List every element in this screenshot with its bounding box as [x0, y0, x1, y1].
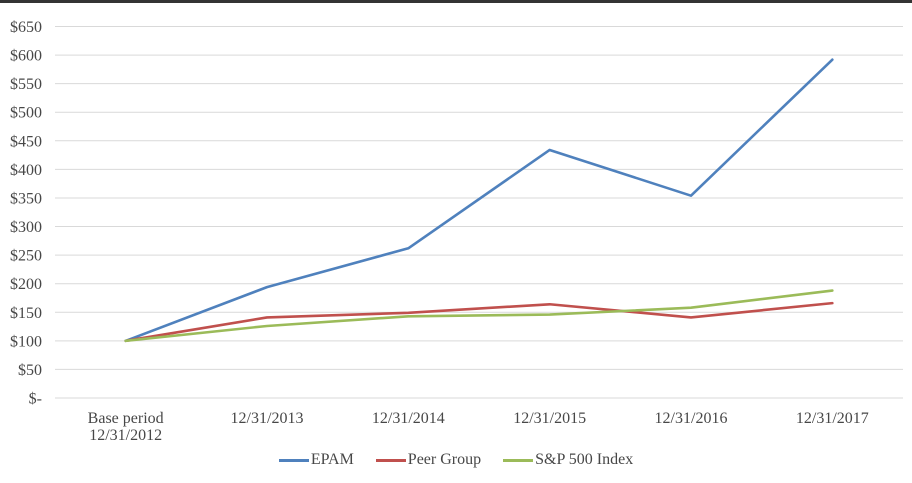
y-tick-label: $650	[10, 19, 42, 36]
series-line-peer-group	[124, 301, 834, 343]
legend-line-swatch	[278, 458, 309, 462]
x-tick-label: 12/31/2016	[655, 410, 728, 427]
x-tick-label: Base period	[88, 410, 164, 427]
x-tick-label: 12/31/2012	[89, 427, 162, 444]
y-tick-label: $50	[18, 362, 42, 379]
series-line-s-p-500-index	[124, 289, 834, 343]
y-tick-label: $450	[10, 133, 42, 150]
y-tick-label: $250	[10, 248, 42, 265]
y-tick-label: $300	[10, 219, 42, 236]
chart-legend: EPAM Peer Group S&P 500 Index	[0, 452, 912, 468]
y-tick-label: $150	[10, 305, 42, 322]
top-border	[0, 0, 912, 3]
y-tick-label: $100	[10, 333, 42, 350]
legend-label: S&P 500 Index	[535, 451, 634, 468]
legend-item-peer-group: Peer Group	[375, 451, 482, 468]
stock-performance-chart: $- $50 $100 $150 $200 $250 $300 $350 $400 $450 $50…	[10, 19, 903, 444]
series-line-epam	[124, 58, 834, 343]
legend-label: EPAM	[310, 451, 354, 468]
y-tick-label: $500	[10, 105, 42, 122]
x-tick-label: 12/31/2017	[796, 410, 869, 427]
y-tick-label: $600	[10, 48, 42, 65]
y-tick-label: $550	[10, 76, 42, 93]
legend-item-s-p-500-index: S&P 500 Index	[503, 452, 633, 468]
legend-line-swatch	[375, 458, 406, 462]
y-tick-label: $-	[29, 391, 42, 408]
y-tick-label: $350	[10, 190, 42, 207]
legend-line-swatch	[503, 458, 534, 462]
y-tick-label: $400	[10, 162, 42, 179]
legend-item-epam: EPAM	[278, 451, 354, 468]
x-tick-label: 12/31/2013	[231, 410, 304, 427]
x-tick-label: 12/31/2014	[372, 410, 445, 427]
legend-label: Peer Group	[407, 451, 482, 468]
x-tick-label: 12/31/2015	[513, 410, 586, 427]
y-tick-label: $200	[10, 276, 42, 293]
